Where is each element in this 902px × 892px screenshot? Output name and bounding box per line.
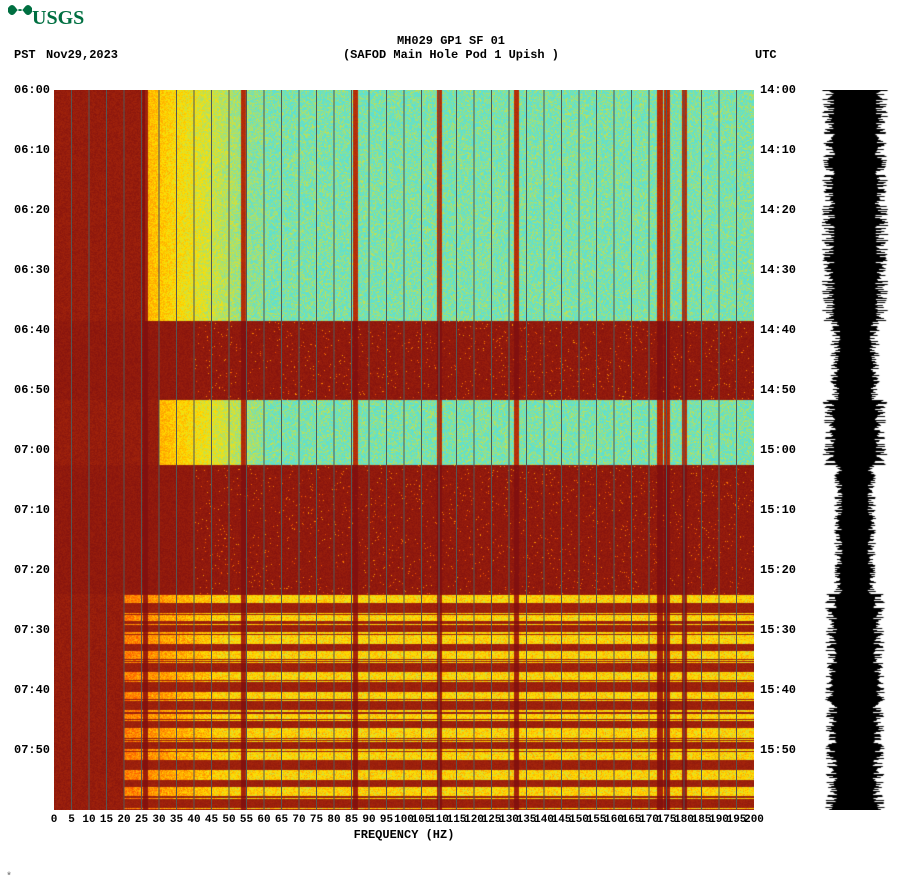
ytick-left: 06:00 xyxy=(14,84,54,96)
spectrogram-gridlines xyxy=(54,90,754,810)
ytick-right: 14:30 xyxy=(760,264,800,276)
timezone-left-label: PST xyxy=(14,48,36,62)
title-line-1: MH029 GP1 SF 01 xyxy=(0,34,902,48)
ytick-right: 14:20 xyxy=(760,204,800,216)
xtick: 70 xyxy=(292,814,305,826)
ytick-right: 14:50 xyxy=(760,384,800,396)
ytick-left: 07:10 xyxy=(14,504,54,516)
xtick: 30 xyxy=(152,814,165,826)
xtick: 0 xyxy=(51,814,58,826)
xtick: 75 xyxy=(310,814,323,826)
xtick: 85 xyxy=(345,814,358,826)
footnote: * xyxy=(6,872,12,883)
ytick-right: 15:20 xyxy=(760,564,800,576)
timezone-right-label: UTC xyxy=(755,48,777,62)
xtick: 35 xyxy=(170,814,183,826)
ytick-right: 15:40 xyxy=(760,684,800,696)
x-axis-label: FREQUENCY (HZ) xyxy=(54,828,754,842)
ytick-left: 06:50 xyxy=(14,384,54,396)
xtick: 55 xyxy=(240,814,253,826)
xtick: 5 xyxy=(68,814,75,826)
ytick-left: 06:20 xyxy=(14,204,54,216)
xtick: 90 xyxy=(362,814,375,826)
ytick-right: 15:30 xyxy=(760,624,800,636)
xtick: 200 xyxy=(744,814,764,826)
y-axis-left-ticks: 06:0006:1006:2006:3006:4006:5007:0007:10… xyxy=(14,90,54,810)
ytick-left: 07:30 xyxy=(14,624,54,636)
waveform-canvas xyxy=(820,90,890,810)
usgs-logo-text: USGS xyxy=(32,7,84,29)
ytick-right: 14:10 xyxy=(760,144,800,156)
ytick-right: 15:00 xyxy=(760,444,800,456)
ytick-left: 06:10 xyxy=(14,144,54,156)
ytick-left: 07:40 xyxy=(14,684,54,696)
xtick: 20 xyxy=(117,814,130,826)
xtick: 15 xyxy=(100,814,113,826)
y-axis-right-ticks: 14:0014:1014:2014:3014:4014:5015:0015:10… xyxy=(760,90,800,810)
xtick: 40 xyxy=(187,814,200,826)
ytick-right: 15:50 xyxy=(760,744,800,756)
xtick: 10 xyxy=(82,814,95,826)
spectrogram-plot xyxy=(54,90,754,810)
x-axis-ticks: 0510152025303540455055606570758085909510… xyxy=(54,814,754,828)
ytick-right: 15:10 xyxy=(760,504,800,516)
ytick-right: 14:00 xyxy=(760,84,800,96)
xtick: 25 xyxy=(135,814,148,826)
waveform-panel xyxy=(820,90,890,810)
ytick-right: 14:40 xyxy=(760,324,800,336)
ytick-left: 07:00 xyxy=(14,444,54,456)
xtick: 45 xyxy=(205,814,218,826)
xtick: 65 xyxy=(275,814,288,826)
ytick-left: 07:20 xyxy=(14,564,54,576)
date-label: Nov29,2023 xyxy=(46,48,118,62)
xtick: 50 xyxy=(222,814,235,826)
xtick: 80 xyxy=(327,814,340,826)
xtick: 60 xyxy=(257,814,270,826)
ytick-left: 07:50 xyxy=(14,744,54,756)
usgs-logo: USGS xyxy=(6,4,92,32)
ytick-left: 06:40 xyxy=(14,324,54,336)
xtick: 95 xyxy=(380,814,393,826)
ytick-left: 06:30 xyxy=(14,264,54,276)
